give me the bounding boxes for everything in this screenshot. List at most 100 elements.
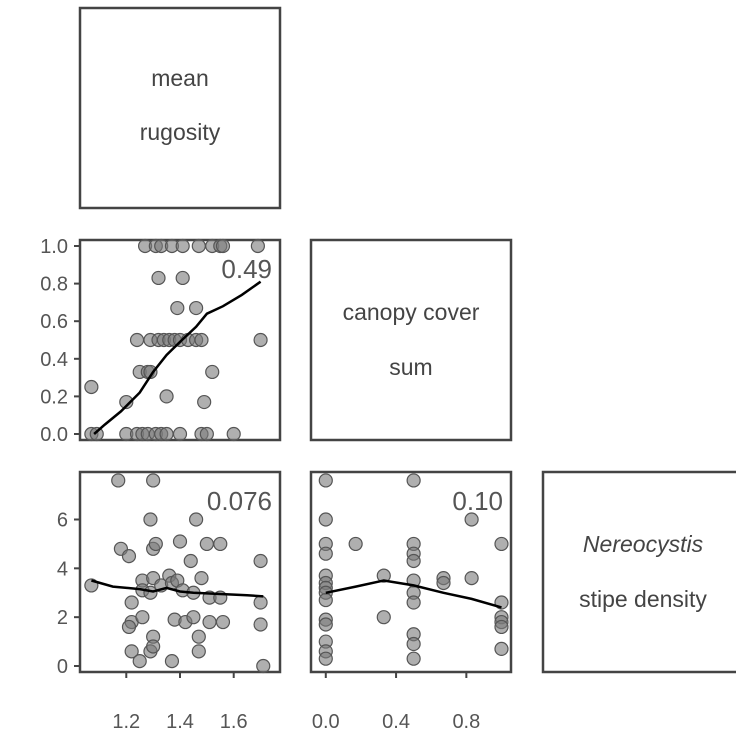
- data-point: [253, 595, 268, 610]
- y-tick-label: 0.8: [40, 274, 68, 296]
- data-point: [205, 364, 220, 380]
- data-point: [215, 614, 231, 630]
- variable-label-nereocystis-line1: Nereocystis: [583, 531, 704, 557]
- data-point: [376, 610, 391, 625]
- data-point: [191, 644, 206, 659]
- data-point: [186, 610, 201, 625]
- scatter-panel-nereocystis-vs-canopy: 0.0 0.4 0.8 0.10: [309, 470, 513, 733]
- correlation-label: 0.076: [207, 486, 272, 516]
- x-tick-label: 0.0: [312, 711, 340, 733]
- data-point: [175, 270, 190, 286]
- data-point: [132, 654, 147, 669]
- y-tick-label: 6: [57, 510, 68, 532]
- data-point: [159, 426, 174, 442]
- diagonal-panel-mean-rugosity: mean rugosity: [78, 6, 282, 210]
- y-tick-label: 0.4: [40, 349, 68, 371]
- data-point: [318, 592, 333, 608]
- correlation-label: 0.49: [221, 254, 272, 284]
- data-point: [189, 300, 204, 316]
- data-point: [318, 546, 333, 561]
- data-point: [89, 426, 104, 442]
- y-tick-label: 4: [57, 558, 68, 580]
- variable-label-nereocystis-line2: stipe density: [579, 586, 707, 612]
- diagonal-panel-canopy-cover-sum: canopy cover sum: [309, 238, 513, 442]
- data-point: [406, 553, 421, 569]
- data-point: [253, 617, 268, 632]
- data-point: [124, 644, 139, 659]
- data-point: [494, 619, 509, 635]
- x-tick-label: 1.4: [166, 711, 194, 733]
- x-tick-label: 0.4: [382, 711, 410, 733]
- y-tick-label: 2: [57, 607, 68, 629]
- data-point: [143, 512, 158, 527]
- y-tick-label: 0.2: [40, 386, 68, 408]
- data-point: [406, 636, 421, 652]
- smooth-line: [325, 579, 502, 609]
- diagonal-panel-canopy-cover-sum-frame: [309, 238, 513, 442]
- data-point: [318, 512, 333, 527]
- y-tick-label: 1.0: [40, 236, 68, 258]
- data-point: [121, 619, 137, 635]
- data-point: [175, 238, 190, 254]
- data-point: [146, 473, 161, 488]
- data-point: [406, 651, 421, 666]
- data-point: [318, 473, 333, 488]
- diagonal-panel-mean-rugosity-frame: [78, 6, 282, 210]
- data-point: [376, 568, 391, 583]
- data-point: [189, 512, 204, 527]
- data-point: [256, 658, 271, 674]
- scatter-panel-canopy-vs-rugosity: 0.0 0.2 0.4 0.6 0.8 1.0 0.49: [40, 236, 282, 446]
- data-point: [436, 575, 451, 591]
- variable-label-mean-rugosity-line2: rugosity: [140, 119, 221, 145]
- data-point: [183, 553, 198, 569]
- data-point: [194, 571, 209, 586]
- data-point: [464, 512, 479, 527]
- x-tick-label: 1.6: [220, 711, 248, 733]
- data-point: [215, 238, 231, 254]
- variable-label-canopy-cover-line2: sum: [389, 354, 432, 380]
- correlation-label: 0.10: [452, 486, 503, 516]
- variable-label-mean-rugosity-line1: mean: [151, 65, 209, 91]
- data-point: [172, 534, 188, 549]
- diagonal-panel-nereocystis-frame: [541, 470, 736, 674]
- data-point: [151, 270, 166, 286]
- data-point: [164, 654, 180, 669]
- data-point: [191, 629, 206, 644]
- data-point: [172, 426, 188, 442]
- data-point: [494, 641, 509, 657]
- data-point: [464, 571, 479, 586]
- y-tick-label: 0.0: [40, 424, 68, 446]
- variable-label-canopy-cover-line1: canopy cover: [343, 299, 480, 325]
- smooth-line: [93, 280, 262, 435]
- x-tick-label: 0.8: [452, 711, 480, 733]
- nereocystis-vs-rugosity-frame: [78, 470, 282, 674]
- data-point: [148, 536, 163, 552]
- data-point: [202, 614, 217, 630]
- data-point: [406, 595, 421, 610]
- data-point: [84, 379, 99, 395]
- data-point: [119, 394, 134, 410]
- data-point: [121, 549, 137, 564]
- diagonal-panel-nereocystis-stipe-density: Nereocystis stipe density: [541, 470, 736, 674]
- data-point: [197, 394, 212, 410]
- data-point: [318, 651, 333, 666]
- data-point: [318, 617, 333, 632]
- data-point: [494, 536, 509, 552]
- data-point: [159, 389, 174, 404]
- data-point: [146, 639, 161, 654]
- data-point: [250, 238, 265, 254]
- scatter-panel-nereocystis-vs-rugosity: 0 2 4 6 1.2 1.4 1.6 0.076: [57, 470, 282, 733]
- data-point: [406, 473, 421, 488]
- smooth-line: [91, 579, 264, 598]
- data-point: [135, 610, 150, 625]
- data-point: [348, 536, 363, 552]
- data-point: [253, 553, 268, 569]
- data-point: [170, 300, 185, 316]
- x-tick-label: 1.2: [112, 711, 140, 733]
- data-point: [191, 238, 206, 254]
- data-point: [194, 332, 209, 348]
- data-point: [111, 473, 126, 488]
- data-point: [129, 332, 145, 348]
- y-tick-label: 0: [57, 656, 68, 678]
